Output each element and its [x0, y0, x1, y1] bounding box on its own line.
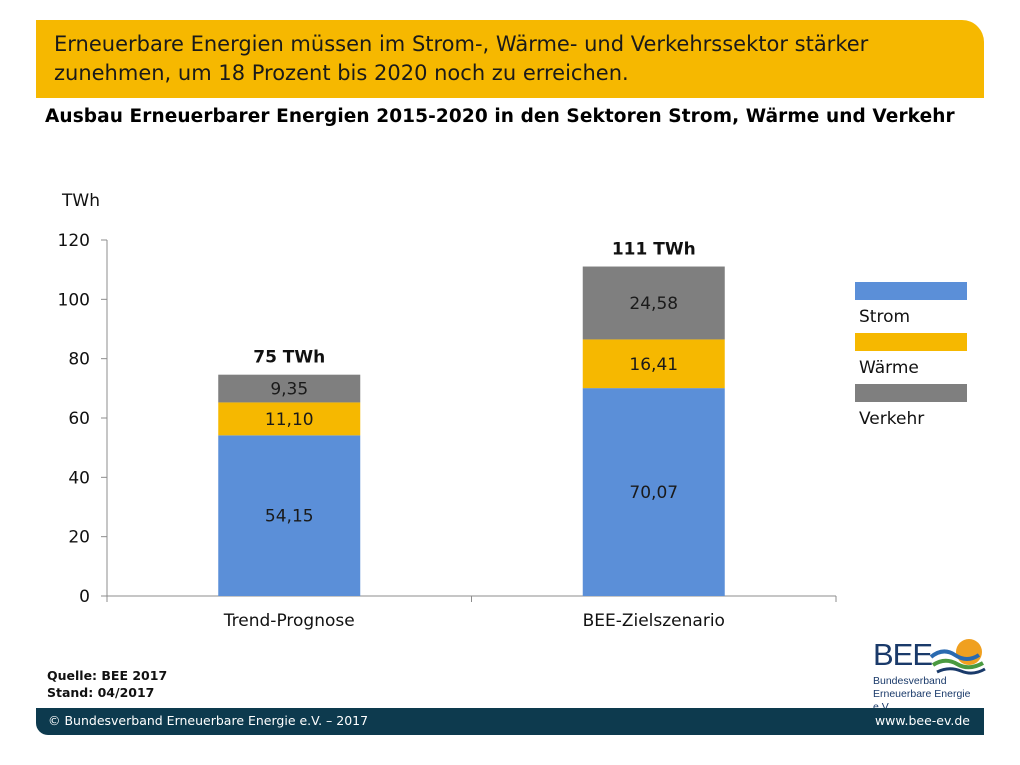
total-label: 111 TWh	[612, 240, 696, 260]
total-label: 75 TWh	[253, 348, 325, 368]
bar-segment-verkehr	[218, 374, 361, 403]
status-line: Stand: 04/2017	[47, 685, 155, 700]
data-label: 11,10	[265, 410, 314, 430]
bar-segment-wärme	[582, 339, 725, 389]
legend-label-strom: Strom	[859, 307, 911, 327]
legend-item-waerme: Wärme	[855, 333, 970, 384]
bar-segment-verkehr	[582, 266, 725, 340]
data-label: 9,35	[270, 380, 308, 400]
logo-subtitle: Bundesverband Erneuerbare Energie e.V.	[873, 675, 987, 714]
logo-sub-line-1: Bundesverband	[873, 675, 947, 687]
y-axis-label: TWh	[61, 191, 100, 211]
y-tick-label: 40	[68, 468, 90, 488]
footer-bar: © Bundesverband Erneuerbare Energie e.V.…	[36, 708, 984, 735]
legend-swatch-verkehr	[855, 384, 967, 402]
chart-subtitle: Ausbau Erneuerbarer Energien 2015-2020 i…	[45, 106, 955, 127]
footer-copyright: © Bundesverband Erneuerbare Energie e.V.…	[48, 713, 369, 728]
legend-item-strom: Strom	[855, 282, 970, 333]
headline-banner: Erneuerbare Energien müssen im Strom-, W…	[36, 20, 984, 98]
source-line: Quelle: BEE 2017	[47, 668, 168, 683]
logo-wordmark: BEE	[873, 637, 933, 672]
headline-line-1: Erneuerbare Energien müssen im Strom-, W…	[54, 32, 869, 56]
bee-logo: BEE Bundesverband Erneuerbare Energie e.…	[867, 633, 987, 713]
y-tick-label: 80	[68, 350, 90, 370]
y-tick-label: 100	[58, 290, 90, 310]
x-tick-label: Trend-Prognose	[223, 611, 355, 631]
bar-segment-wärme	[218, 402, 361, 436]
headline-text: Erneuerbare Energien müssen im Strom-, W…	[54, 30, 974, 88]
legend-item-verkehr: Verkehr	[855, 384, 970, 435]
y-tick-label: 60	[68, 409, 90, 429]
chart-legend: Strom Wärme Verkehr	[855, 282, 970, 435]
bar-segment-strom	[218, 435, 361, 596]
y-tick-label: 120	[58, 231, 90, 251]
logo-wave-icon	[929, 639, 986, 675]
y-tick-label: 0	[79, 587, 90, 607]
data-label: 16,41	[629, 355, 678, 375]
legend-swatch-waerme	[855, 333, 967, 351]
data-label: 24,58	[629, 294, 678, 314]
legend-label-verkehr: Verkehr	[859, 409, 925, 429]
legend-swatch-strom	[855, 282, 967, 300]
x-tick-label: BEE-Zielszenario	[583, 611, 725, 631]
legend-label-waerme: Wärme	[859, 358, 919, 378]
bar-segment-strom	[582, 388, 725, 596]
data-label: 54,15	[265, 507, 314, 527]
source-note: Quelle: BEE 2017 Stand: 04/2017	[47, 667, 167, 701]
y-tick-label: 20	[68, 528, 90, 548]
headline-line-2: zunehmen, um 18 Prozent bis 2020 noch zu…	[54, 61, 629, 85]
footer-website-link[interactable]: www.bee-ev.de	[874, 713, 970, 728]
data-label: 70,07	[629, 483, 678, 503]
